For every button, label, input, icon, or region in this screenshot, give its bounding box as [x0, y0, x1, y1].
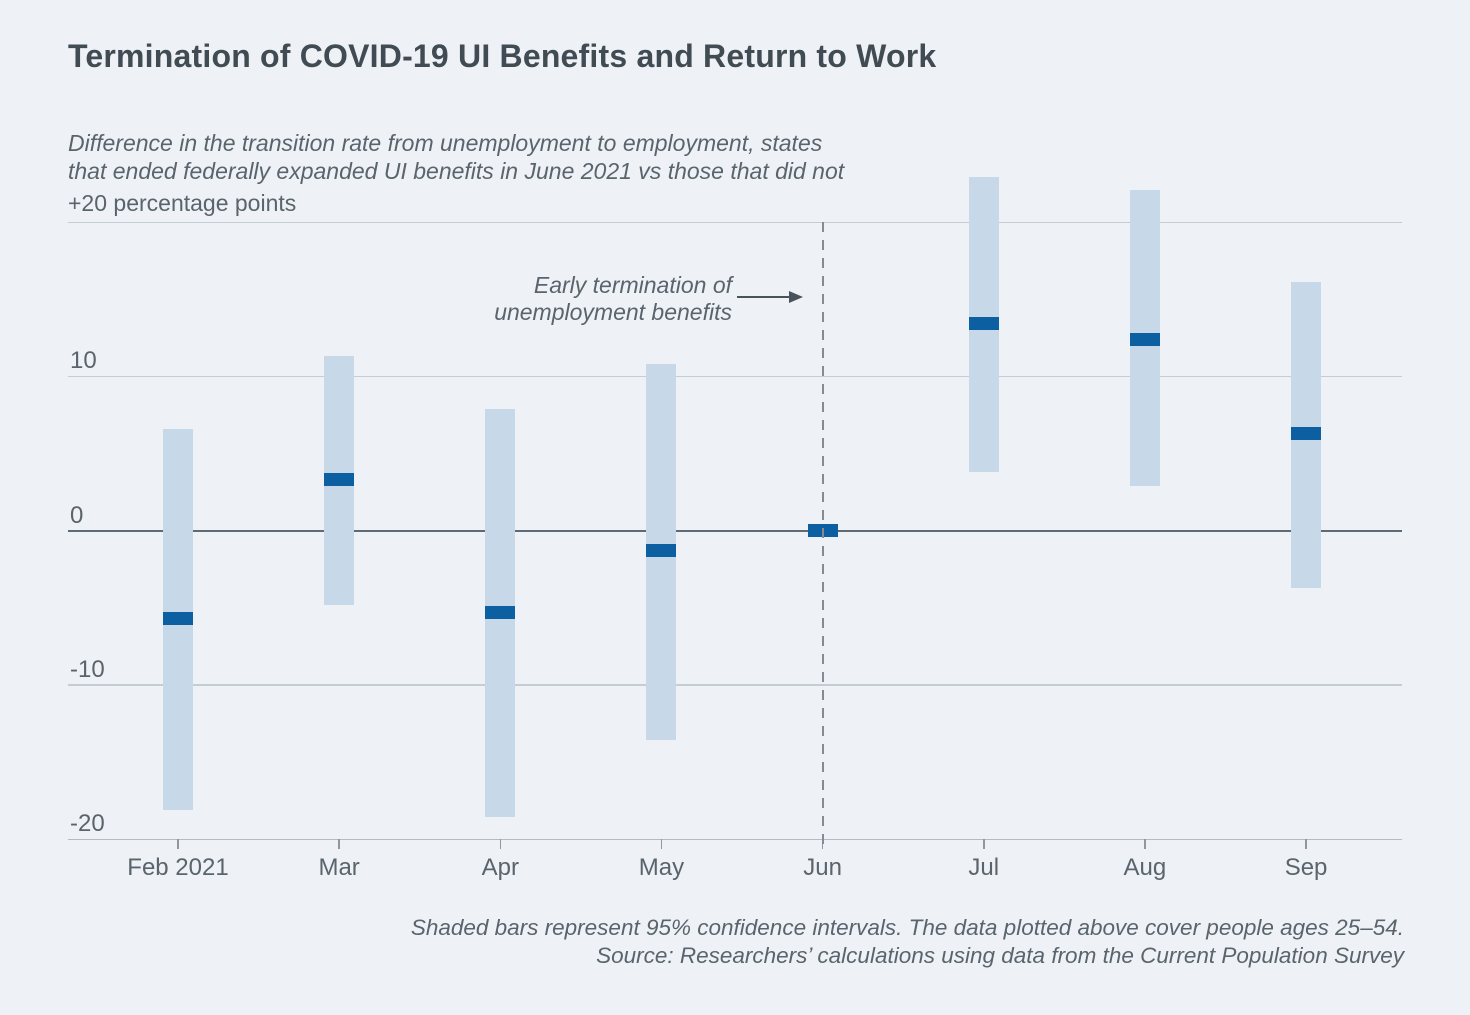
point-estimate-marker	[968, 317, 999, 331]
gridline	[68, 684, 1402, 686]
point-estimate-marker	[163, 611, 193, 625]
y-axis-unit-label: +20 percentage points	[68, 190, 297, 216]
x-axis-tick	[499, 839, 502, 849]
chart-title: Termination of COVID-19 UI Benefits and …	[68, 38, 937, 74]
chart-footnote-line2: Source: Researchers’ calculations using …	[596, 943, 1404, 968]
point-estimate-marker	[646, 544, 677, 558]
y-axis-tick-label: -20	[70, 810, 105, 837]
x-axis-tick	[660, 839, 663, 849]
x-axis-tick	[338, 839, 340, 849]
chart-footnote: Shaded bars represent 95% confidence int…	[204, 914, 1404, 970]
event-annotation: Early termination of unemployment benefi…	[330, 272, 732, 326]
y-axis-tick-label: -10	[70, 655, 105, 683]
x-axis-month-label: Jul	[968, 854, 1000, 881]
x-axis-month-label: May	[638, 854, 685, 881]
x-axis-month-label: Feb 2021	[127, 854, 229, 881]
annotation-arrow-icon	[737, 291, 803, 303]
x-axis-month-label: Aug	[1123, 854, 1167, 881]
gridline	[68, 375, 1402, 378]
y-axis-tick-label: 0	[70, 501, 84, 529]
x-axis-month-label: Jun	[803, 854, 842, 881]
chart-subtitle: Difference in the transition rate from u…	[68, 130, 844, 185]
point-estimate-marker	[1291, 426, 1322, 440]
x-axis-line	[68, 838, 1402, 840]
chart-footnote-line1: Shaded bars represent 95% confidence int…	[410, 915, 1404, 940]
point-estimate-marker	[324, 473, 355, 487]
event-annotation-line1: Early termination of	[533, 272, 732, 298]
event-annotation-line2: unemployment benefits	[494, 299, 732, 325]
x-axis-tick	[1305, 839, 1307, 849]
event-dashed-line	[821, 222, 824, 848]
zero-gridline	[68, 529, 1402, 532]
x-axis-tick	[177, 839, 179, 849]
x-axis-month-label: Apr	[481, 854, 519, 881]
chart-subtitle-line2: that ended federally expanded UI benefit…	[68, 157, 845, 184]
x-axis-month-label: Sep	[1284, 854, 1328, 881]
x-axis-tick	[983, 839, 985, 849]
point-estimate-marker	[1129, 332, 1160, 346]
x-axis-tick	[1144, 839, 1146, 849]
y-axis-tick-label: 10	[70, 347, 97, 375]
point-estimate-marker	[485, 605, 516, 619]
gridline	[68, 221, 1402, 223]
x-axis-month-label: Mar	[318, 854, 360, 881]
chart-subtitle-line1: Difference in the transition rate from u…	[68, 130, 823, 156]
